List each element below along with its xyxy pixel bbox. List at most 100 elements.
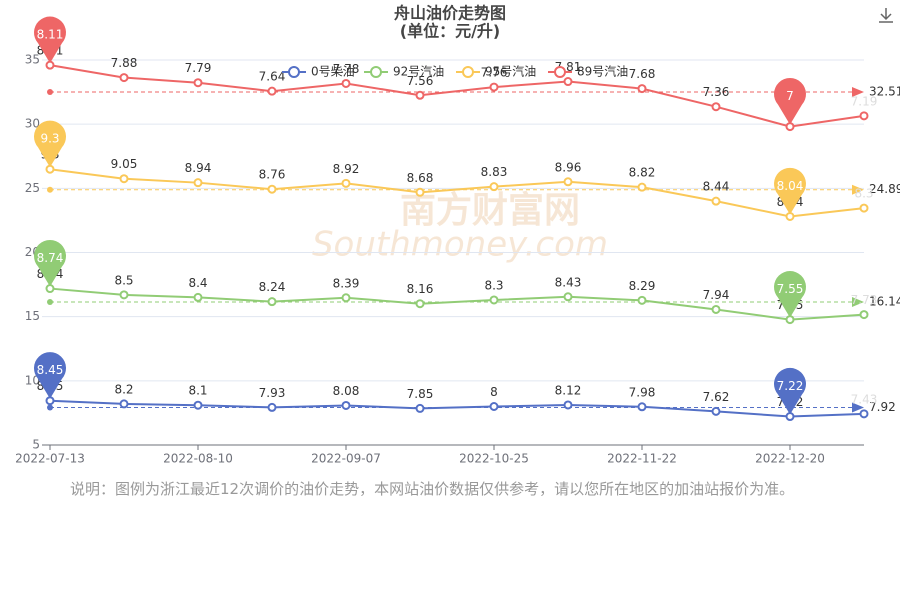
data-point: [119, 290, 129, 300]
data-point: [711, 196, 721, 206]
average-start: [47, 404, 53, 411]
data-label: 8.82: [629, 166, 656, 180]
data-point: [711, 102, 721, 112]
data-label: 7.78: [333, 62, 360, 76]
data-point: [267, 297, 277, 307]
data-label: 7.79: [185, 61, 212, 75]
data-point: [193, 292, 203, 302]
data-point: [341, 178, 351, 188]
average-label: 32.51: [869, 84, 900, 98]
legend-item[interactable]: 89号汽油: [548, 64, 628, 79]
marker-pin: [773, 367, 806, 415]
average-label: 7.92: [869, 400, 896, 414]
y-tick-label: 5: [32, 438, 40, 452]
legend-item[interactable]: 92号汽油: [364, 64, 444, 79]
y-tick-label: 35: [25, 53, 40, 67]
marker-label: 8.45: [37, 363, 64, 377]
x-tick-label: 2022-10-25: [459, 452, 529, 466]
data-point: [119, 73, 129, 83]
data-label: 8.94: [185, 161, 212, 175]
average-arrow: [852, 297, 864, 308]
data-label: 8.29: [629, 279, 656, 293]
data-label: 8.24: [259, 280, 286, 294]
average-start: [47, 88, 53, 95]
data-label: 7.94: [703, 288, 730, 302]
data-point: [637, 402, 647, 412]
data-label: 7.85: [407, 387, 434, 401]
legend-label: 89号汽油: [577, 64, 628, 79]
data-point: [415, 90, 425, 100]
data-point: [267, 184, 277, 194]
y-tick-label: 25: [25, 181, 40, 195]
data-point: [637, 295, 647, 305]
data-point: [415, 299, 425, 309]
data-point: [341, 400, 351, 410]
data-point: [489, 182, 499, 192]
data-label: 7.64: [259, 70, 286, 84]
data-label: 7.88: [111, 56, 138, 70]
data-point: [859, 310, 869, 320]
data-point: [193, 178, 203, 188]
marker-pin: [34, 352, 66, 399]
legend-label: 95号汽油: [485, 64, 536, 79]
x-tick-label: 2022-12-20: [755, 452, 825, 466]
data-label: 8.68: [407, 171, 434, 185]
data-label: 8.5: [114, 273, 133, 287]
x-tick-label: 2022-09-07: [311, 452, 381, 466]
data-label: 8.2: [114, 382, 133, 396]
data-label: 8.1: [188, 384, 207, 398]
data-point: [637, 84, 647, 94]
data-label: 8.39: [333, 276, 360, 290]
data-point: [859, 409, 869, 419]
chart-title: 舟山油价走势图: [394, 4, 506, 23]
data-point: [341, 293, 351, 303]
data-point: [193, 78, 203, 88]
data-label: 7.68: [629, 67, 656, 81]
marker-label: 9.3: [40, 132, 59, 146]
legend-item[interactable]: 95号汽油: [456, 64, 536, 79]
data-label: 8.3: [854, 187, 873, 201]
data-label: 7.36: [703, 85, 730, 99]
data-label: 7.43: [851, 392, 878, 406]
data-point: [489, 82, 499, 92]
data-point: [489, 295, 499, 305]
marker-label: 8.04: [777, 179, 804, 193]
series-line: [49, 399, 865, 418]
download-icon[interactable]: [879, 8, 893, 23]
series-line: [49, 64, 865, 128]
data-point: [415, 187, 425, 197]
average-start: [47, 186, 53, 193]
marker-label: 7.55: [777, 282, 804, 296]
data-label: 8.3: [484, 278, 503, 292]
data-label: 7.98: [629, 385, 656, 399]
data-point: [119, 399, 129, 409]
x-tick-label: 2022-08-10: [163, 452, 233, 466]
data-label: 9.05: [111, 157, 138, 171]
data-label: 7.93: [259, 386, 286, 400]
data-label: 8.44: [703, 180, 730, 194]
data-point: [489, 402, 499, 411]
marker-label: 7: [786, 89, 794, 103]
y-tick-label: 10: [25, 373, 40, 387]
data-label: 7.19: [851, 94, 878, 108]
data-point: [859, 111, 869, 121]
average-arrow: [852, 402, 864, 413]
data-label: 8.4: [188, 276, 207, 290]
data-label: 8.83: [481, 165, 508, 179]
data-point: [119, 174, 129, 184]
marker-pin: [773, 271, 806, 318]
average-label: 16.14: [869, 295, 900, 309]
marker-label: 8.74: [37, 251, 64, 265]
data-point: [859, 203, 869, 213]
marker-label: 7.22: [777, 379, 804, 393]
marker-pin: [773, 167, 806, 215]
legend-item[interactable]: 0号柴油: [282, 65, 355, 79]
watermark: Southmoney.com: [312, 225, 608, 265]
download-glyph[interactable]: [879, 8, 893, 23]
data-label: 8.76: [259, 168, 286, 182]
x-tick-label: 2022-07-13: [15, 452, 85, 466]
marker-pin: [34, 239, 66, 287]
x-tick-label: 2022-11-22: [607, 452, 677, 466]
